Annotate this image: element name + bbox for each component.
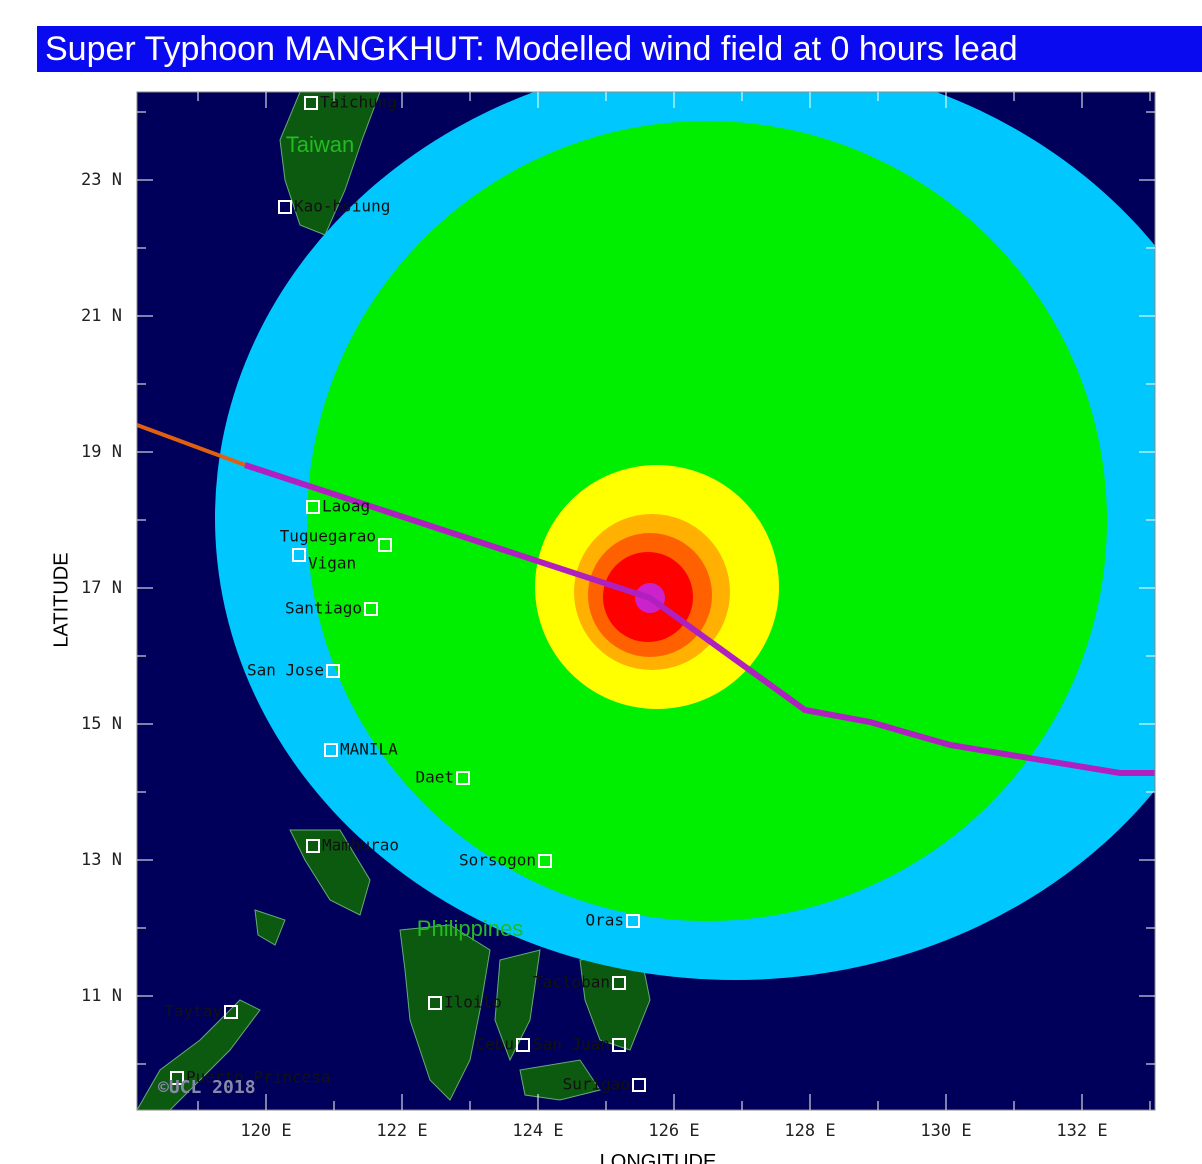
y-tick-label: 21 N <box>81 306 122 326</box>
x-tick-label: 130 E <box>920 1121 971 1141</box>
city-label: San Juan <box>533 1035 610 1054</box>
city-label: Santiago <box>285 599 362 618</box>
city-label: Surigao <box>563 1075 630 1094</box>
city-label: Laoag <box>322 497 370 516</box>
city-marker <box>626 914 640 928</box>
city-marker <box>612 976 626 990</box>
y-tick-label: 15 N <box>81 714 122 734</box>
city-marker <box>292 548 306 562</box>
x-tick-label: 126 E <box>648 1121 699 1141</box>
track-forecast <box>137 423 246 467</box>
city-label: Tuguegarao <box>280 527 376 546</box>
y-tick-label: 23 N <box>81 170 122 190</box>
plot-frame <box>136 91 1156 1111</box>
city-label: Oras <box>585 911 624 930</box>
city-marker <box>456 771 470 785</box>
city-label: Sorsogon <box>459 851 536 870</box>
city-marker <box>306 500 320 514</box>
x-tick-label: 132 E <box>1056 1121 1107 1141</box>
city-marker <box>224 1005 238 1019</box>
track <box>244 462 1155 776</box>
city-marker <box>428 996 442 1010</box>
x-tick-label: 128 E <box>784 1121 835 1141</box>
city-marker <box>304 96 318 110</box>
cities: Taichung Kao-hsiung Laoag Tuguegarao Vigan Sa… <box>164 93 646 1094</box>
city-label: Daet <box>415 768 454 787</box>
city-marker <box>612 1038 626 1052</box>
city-marker <box>632 1078 646 1092</box>
x-axis-label: LONGITUDE <box>600 1151 717 1164</box>
copyright: ©UCL 2018 <box>158 1077 256 1098</box>
city-marker <box>364 602 378 616</box>
city-label: Kao-hsiung <box>294 197 390 216</box>
y-tick-label: 19 N <box>81 442 122 462</box>
title-bar <box>37 26 1202 72</box>
region-label: Taiwan <box>286 132 354 157</box>
y-tick-label: 13 N <box>81 850 122 870</box>
city-marker <box>538 854 552 868</box>
x-tick-label: 120 E <box>240 1121 291 1141</box>
city-label: Taytay <box>164 1002 222 1021</box>
city-marker <box>378 538 392 552</box>
city-label: MANILA <box>340 740 398 759</box>
title: Super Typhoon MANGKHUT: Modelled wind fi… <box>45 30 1018 68</box>
y-axis-label: LATITUDE <box>50 552 72 647</box>
city-marker <box>324 743 338 757</box>
city-label: Taichung <box>320 93 397 112</box>
city-label: Iloilo <box>444 993 502 1012</box>
city-label: Vigan <box>308 554 356 573</box>
city-marker <box>170 1071 184 1085</box>
city-label: San Jose <box>247 661 324 680</box>
region-label: Philippines <box>417 916 523 941</box>
y-tick-label: 11 N <box>81 986 122 1006</box>
city-label: Tacloban <box>533 973 610 992</box>
city-label: Puerto Princesa <box>186 1068 331 1087</box>
city-marker <box>516 1038 530 1052</box>
x-tick-label: 124 E <box>512 1121 563 1141</box>
city-label: Cebu <box>475 1035 514 1054</box>
x-tick-label: 122 E <box>376 1121 427 1141</box>
city-marker <box>306 839 320 853</box>
city-marker <box>278 200 292 214</box>
axes: 120 E 122 E 124 E 126 E 128 E 130 E 132 E 23 N 2… <box>81 92 1155 1141</box>
map-area: Taiwan Philippines Taichung Kao-hsiung Lao… <box>137 92 1155 1110</box>
city-marker <box>326 664 340 678</box>
city-label: Mamburao <box>322 836 399 855</box>
y-tick-label: 17 N <box>81 578 122 598</box>
